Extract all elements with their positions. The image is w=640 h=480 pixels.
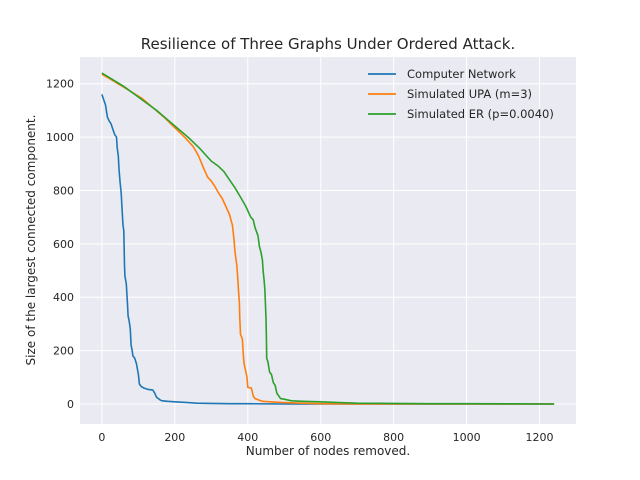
- y-tick-label: 1200: [46, 78, 74, 91]
- plot-area: [80, 57, 576, 424]
- x-tick-label: 400: [237, 431, 258, 444]
- y-axis-label: Size of the largest connected component.: [24, 115, 38, 366]
- legend-label-2: Simulated ER (p=0.0040): [407, 107, 554, 121]
- x-tick-label: 1000: [453, 431, 481, 444]
- x-tick-label: 200: [164, 431, 185, 444]
- series-line-1: [101, 73, 555, 405]
- grid-layer: [80, 57, 576, 424]
- y-tick-label: 1000: [46, 131, 74, 144]
- legend-label-0: Computer Network: [407, 67, 516, 81]
- y-tick-label: 400: [53, 291, 74, 304]
- series-layer: [101, 72, 555, 405]
- chart-title: Resilience of Three Graphs Under Ordered…: [141, 35, 515, 53]
- y-tick-label: 0: [67, 398, 74, 411]
- y-tick-label: 600: [53, 238, 74, 251]
- series-line-2: [101, 72, 555, 405]
- y-tick-label: 800: [53, 184, 74, 197]
- x-tick-label: 0: [98, 431, 105, 444]
- x-axis-label: Number of nodes removed.: [246, 444, 410, 458]
- x-tick-label: 1200: [526, 431, 554, 444]
- legend-label-1: Simulated UPA (m=3): [407, 87, 532, 101]
- x-tick-label: 600: [310, 431, 331, 444]
- tick-layer: 0 200 400 600 800 1000 1200 0 200 400 600 800 1000 12…: [46, 78, 554, 444]
- y-tick-label: 200: [53, 345, 74, 358]
- x-tick-label: 800: [383, 431, 404, 444]
- legend: Computer Network Simulated UPA (m=3) Simul…: [368, 67, 554, 121]
- series-line-0: [101, 94, 555, 405]
